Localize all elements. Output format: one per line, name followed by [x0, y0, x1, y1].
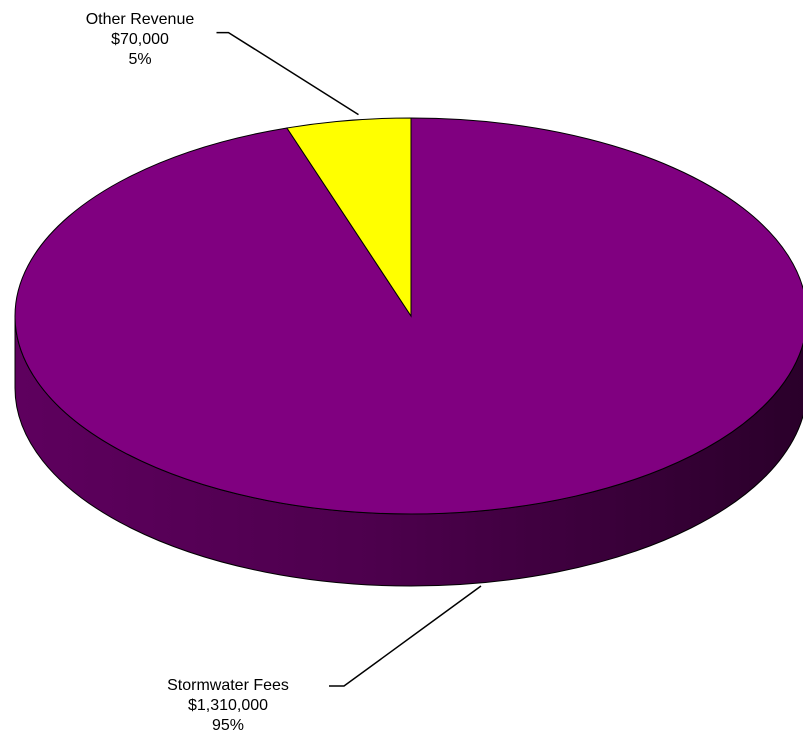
pie-slice-stormwater-fees[interactable]	[14, 117, 803, 515]
leader-line-stormwater-fees	[329, 585, 482, 687]
slice-name-label: Stormwater Fees	[167, 677, 289, 694]
data-label-other-revenue: Other Revenue $70,000 5%	[40, 10, 240, 70]
slice-value-label: $70,000	[111, 31, 169, 48]
slice-value-label: $1,310,000	[187, 697, 269, 714]
leader-line-other-revenue	[216, 31, 359, 116]
pie-slice-other-revenue[interactable]	[286, 117, 412, 318]
slice-name-label: Other Revenue	[85, 11, 195, 28]
slice-percent-label: 5%	[128, 51, 152, 68]
slice-percent-label: 95%	[211, 717, 245, 734]
data-label-stormwater-fees: Stormwater Fees $1,310,000 95%	[118, 676, 338, 736]
